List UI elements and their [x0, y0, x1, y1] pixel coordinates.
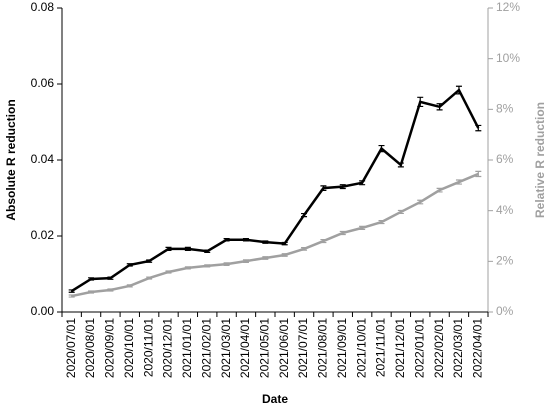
x-tick-label: 2022/01/01 [412, 318, 426, 378]
error-bar [242, 238, 249, 242]
error-bar [242, 259, 249, 263]
x-tick-label: 2021/04/01 [238, 318, 252, 378]
y2-tick-label: 12% [496, 0, 520, 14]
y2-tick-label: 8% [496, 102, 514, 116]
x-tick-label: 2022/04/01 [470, 318, 484, 378]
error-bar [436, 103, 443, 111]
x-tick-label: 2021/01/01 [180, 318, 194, 378]
error-bar [184, 266, 191, 270]
x-axis-title: Date [262, 392, 288, 406]
y-tick-label: 0.08 [31, 0, 55, 14]
y-tick-label: 0.04 [31, 152, 55, 166]
series-line [71, 172, 479, 298]
error-bar [301, 247, 308, 251]
y2-tick-label: 10% [496, 51, 520, 65]
error-bar [88, 277, 95, 281]
x-tick-label: 2022/02/01 [432, 318, 446, 378]
y-tick-label: 0.06 [31, 76, 55, 90]
error-bar [359, 225, 366, 231]
series-line [71, 88, 480, 293]
error-bar [475, 124, 482, 132]
error-bar [126, 284, 133, 288]
x-tick-label: 2020/09/01 [103, 318, 117, 378]
error-bar [126, 263, 133, 267]
error-bar [281, 253, 288, 257]
error-bar [455, 85, 462, 95]
x-tick-label: 2022/03/01 [451, 318, 465, 378]
x-tick-label: 2021/05/01 [257, 318, 271, 378]
x-tick-label: 2021/08/01 [316, 318, 330, 378]
error-bar [165, 270, 172, 274]
error-bar [68, 294, 75, 298]
error-bar [223, 238, 230, 242]
error-bar [146, 276, 153, 280]
error-bar [165, 246, 172, 252]
x-tick-label: 2021/07/01 [296, 318, 310, 378]
error-bar [204, 264, 211, 268]
x-tick-label: 2021/09/01 [335, 318, 349, 378]
error-bar [204, 249, 211, 253]
error-bar [68, 289, 75, 293]
error-bar [455, 179, 462, 185]
error-bar [417, 199, 424, 205]
error-bar [397, 209, 404, 215]
x-tick-label: 2021/11/01 [374, 318, 388, 377]
y2-tick-label: 6% [496, 152, 514, 166]
error-bar [107, 288, 114, 292]
y2-tick-label: 4% [496, 203, 514, 217]
error-bar [339, 184, 346, 190]
x-tick-label: 2020/08/01 [83, 318, 97, 378]
error-bar [184, 246, 191, 252]
error-bar [475, 170, 482, 178]
x-tick-label: 2020/12/01 [161, 318, 175, 378]
error-bar [281, 241, 288, 246]
error-bar [107, 276, 114, 280]
y-tick-label: 0.02 [31, 228, 55, 242]
error-bar [262, 240, 269, 244]
error-bar [146, 259, 153, 263]
x-tick-label: 2020/11/01 [141, 318, 155, 377]
x-tick-label: 2021/06/01 [277, 318, 291, 378]
x-tick-label: 2021/10/01 [354, 318, 368, 378]
error-bar [320, 185, 327, 191]
error-bar [378, 144, 385, 153]
error-bar [436, 187, 443, 193]
error-bar [88, 290, 95, 294]
error-bar [339, 230, 346, 236]
y-axis-title: Absolute R reduction [4, 99, 18, 220]
x-tick-label: 2020/07/01 [64, 318, 78, 378]
y2-tick-label: 0% [496, 304, 514, 318]
error-bar [417, 96, 424, 108]
error-bar [262, 256, 269, 260]
error-bar [223, 262, 230, 266]
x-tick-label: 2021/12/01 [393, 318, 407, 378]
error-bar [359, 180, 366, 186]
y2-axis-title: Relative R reduction [533, 102, 547, 218]
x-tick-label: 2021/03/01 [219, 318, 233, 378]
y2-tick-label: 2% [496, 254, 514, 268]
error-bar [378, 219, 385, 225]
error-bar [301, 212, 308, 218]
x-tick-label: 2021/02/01 [199, 318, 213, 378]
y-tick-label: 0.00 [31, 304, 55, 318]
x-tick-label: 2020/10/01 [122, 318, 136, 378]
error-bar [320, 238, 327, 244]
error-bar [397, 162, 404, 168]
